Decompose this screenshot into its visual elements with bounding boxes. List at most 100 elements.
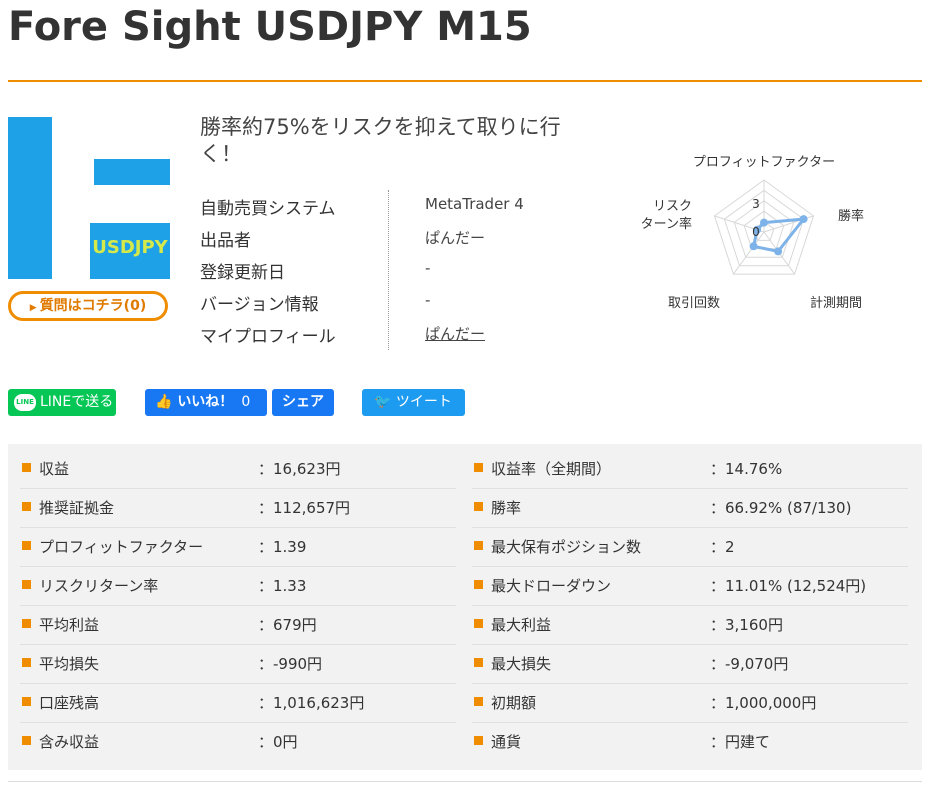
radar-scale-min: 0 [752, 225, 760, 239]
radar-grid-ring [723, 189, 805, 267]
orange-square-icon [474, 502, 483, 511]
orange-square-icon [22, 463, 31, 472]
orange-square-icon [22, 580, 31, 589]
thumbnail-text: USDJPY [92, 237, 168, 258]
radar-point [753, 225, 762, 234]
facebook-like-button[interactable]: 👍 いいね！ 0 [145, 389, 267, 416]
stats-row: 収益 ：16,623円 [20, 450, 456, 489]
info-value: MetaTrader 4 [425, 195, 524, 213]
radar-point [749, 242, 758, 251]
line-share-button[interactable]: LINE LINEで送る [8, 389, 116, 416]
stats-value: ：679円 [258, 616, 317, 634]
radar-axis-line [732, 231, 765, 275]
facebook-share-button[interactable]: シェア [272, 389, 334, 416]
stats-value: ：1,000,000円 [710, 694, 817, 712]
stats-key: 平均損失 [39, 655, 100, 673]
orange-square-icon [474, 463, 483, 472]
info-key: 登録更新日 [200, 263, 285, 283]
line-share-label: LINEで送る [40, 394, 114, 410]
stats-value: ：1.39 [258, 538, 307, 556]
orange-square-icon [474, 736, 483, 745]
stats-value: ：1.33 [258, 577, 307, 595]
stats-value: ：0円 [258, 733, 298, 751]
stats-value: ：16,623円 [258, 460, 341, 478]
orange-square-icon [22, 736, 31, 745]
stats-value: ：1,016,623円 [258, 694, 365, 712]
stats-value: ：11.01% (12,524円) [710, 577, 867, 595]
orange-square-icon [474, 580, 483, 589]
stats-key: 平均利益 [39, 616, 100, 634]
facebook-like-count: 0 [241, 394, 251, 410]
bottom-divider [8, 781, 922, 782]
radar-label-risk-2: ターン率 [641, 216, 692, 232]
radar-scale-max: 3 [752, 197, 760, 211]
stats-row: 最大保有ポジション数 ：2 [472, 528, 908, 567]
question-button-label: 質問はコチラ(0) [39, 298, 147, 314]
stats-column-right: 収益率（全期間） ：14.76% 勝率 ：66.92% (87/130) 最大保有ポジシ… [472, 450, 908, 761]
stats-column-left: 収益 ：16,623円推奨証拠金 ：112,657円プロフィットファクター ：1.39… [20, 450, 456, 761]
stats-key: リスクリターン率 [39, 577, 159, 595]
twitter-bird-icon: 🐦 [374, 394, 392, 410]
stats-row: 平均利益 ：679円 [20, 606, 456, 645]
stats-key: 最大利益 [491, 616, 552, 634]
thumbnail-bar-vertical [8, 117, 52, 279]
radar-label-period: 計測期間 [810, 295, 862, 311]
info-key: 出品者 [200, 231, 251, 251]
radar-label-pf: プロフィットファクター [693, 155, 835, 170]
radar-point [760, 218, 768, 227]
stats-key: 最大ドローダウン [491, 577, 612, 595]
stats-key: 収益率（全期間） [491, 460, 612, 478]
stats-row: 推奨証拠金 ：112,657円 [20, 489, 456, 528]
title-divider [8, 80, 922, 82]
radar-chart: プロフィットファクター 勝率 計測期間 取引回数 リスク ターン率 3 0 [641, 155, 864, 311]
radar-label-win: 勝率 [838, 208, 864, 224]
stats-row: 平均損失 ：-990円 [20, 645, 456, 684]
info-key: マイプロフィール [200, 327, 336, 347]
info-key: 自動売買システム [200, 199, 336, 219]
orange-square-icon [474, 541, 483, 550]
orange-square-icon [22, 658, 31, 667]
radar-grid-ring [713, 179, 815, 275]
page-title: Fore Sight USDJPY M15 [8, 4, 532, 50]
stats-row: プロフィットファクター ：1.39 [20, 528, 456, 567]
stats-row: 初期額 ：1,000,000円 [472, 684, 908, 723]
stats-value: ：円建て [710, 733, 771, 751]
stats-value: ：3,160円 [710, 616, 783, 634]
line-logo-icon: LINE [14, 393, 36, 411]
stats-value: ：-990円 [258, 655, 323, 673]
stats-value: ：-9,070円 [710, 655, 789, 673]
stats-row: 収益率（全期間） ：14.76% [472, 450, 908, 489]
radar-label-risk-1: リスク [653, 199, 692, 214]
orange-square-icon [22, 502, 31, 511]
tweet-button[interactable]: 🐦 ツイート [362, 389, 465, 416]
thumbs-up-icon: 👍 [155, 394, 173, 410]
tweet-label: ツイート [395, 394, 452, 410]
stats-row: 最大利益 ：3,160円 [472, 606, 908, 645]
stats-row: リスクリターン率 ：1.33 [20, 567, 456, 606]
info-value: - [425, 291, 431, 309]
stats-key: 推奨証拠金 [39, 499, 115, 517]
stats-value: ：66.92% (87/130) [710, 499, 852, 517]
catchphrase: 勝率約75%をリスクを抑えて取りに行く！ [200, 115, 561, 166]
stats-row: 口座残高 ：1,016,623円 [20, 684, 456, 723]
orange-square-icon [474, 697, 483, 706]
product-thumbnail: USDJPY [8, 117, 170, 279]
stats-row: 含み収益 ：0円 [20, 723, 456, 761]
profile-link[interactable]: ぱんだー [425, 325, 486, 343]
question-button[interactable]: ▶ 質問はコチラ(0) [8, 291, 168, 321]
orange-square-icon [22, 541, 31, 550]
stats-panel: 収益 ：16,623円推奨証拠金 ：112,657円プロフィットファクター ：1.39… [8, 444, 922, 770]
stats-row: 最大損失 ：-9,070円 [472, 645, 908, 684]
triangle-right-icon: ▶ [29, 303, 37, 313]
stats-key: 口座残高 [39, 694, 100, 712]
thumbnail-box: USDJPY [90, 223, 170, 279]
stats-key: 最大保有ポジション数 [491, 538, 642, 556]
stats-key: 収益 [39, 460, 70, 478]
stats-key: プロフィットファクター [39, 538, 204, 556]
stats-value: ：14.76% [710, 460, 783, 478]
stats-row: 最大ドローダウン ：11.01% (12,524円) [472, 567, 908, 606]
info-key: バージョン情報 [200, 295, 319, 315]
orange-square-icon [22, 619, 31, 628]
radar-point [774, 247, 783, 256]
thumbnail-bar-horizontal [94, 159, 170, 185]
